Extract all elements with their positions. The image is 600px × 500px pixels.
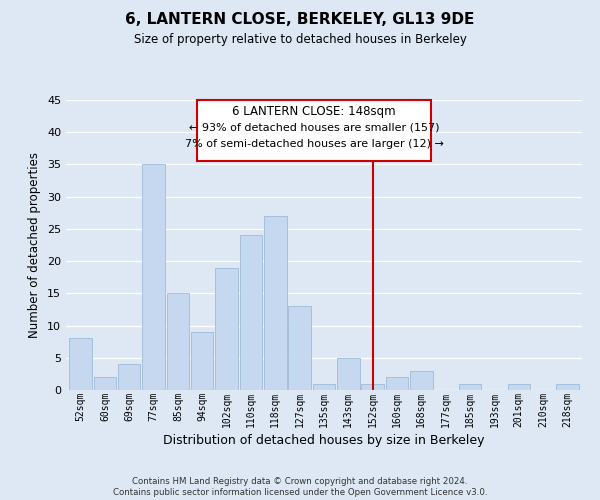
Bar (167, 294, 189, 390)
FancyBboxPatch shape (197, 100, 431, 161)
Bar (215, 268, 238, 390)
Y-axis label: Number of detached properties: Number of detached properties (28, 152, 41, 338)
Text: 6 LANTERN CLOSE: 148sqm: 6 LANTERN CLOSE: 148sqm (232, 105, 396, 118)
Text: Size of property relative to detached houses in Berkeley: Size of property relative to detached ho… (134, 32, 466, 46)
Text: 7% of semi-detached houses are larger (12) →: 7% of semi-detached houses are larger (1… (185, 139, 444, 149)
Text: Contains HM Land Registry data © Crown copyright and database right 2024.: Contains HM Land Registry data © Crown c… (132, 476, 468, 486)
X-axis label: Distribution of detached houses by size in Berkeley: Distribution of detached houses by size … (163, 434, 485, 446)
Bar (386, 377, 408, 390)
Bar (118, 364, 140, 390)
Bar (191, 332, 214, 390)
Text: 6, LANTERN CLOSE, BERKELEY, GL13 9DE: 6, LANTERN CLOSE, BERKELEY, GL13 9DE (125, 12, 475, 28)
Bar (289, 306, 311, 390)
Bar (264, 216, 287, 390)
Bar (94, 377, 116, 390)
Bar (313, 384, 335, 390)
Bar (70, 338, 92, 390)
Bar (459, 384, 481, 390)
Bar (361, 384, 384, 390)
Bar (556, 384, 578, 390)
Text: ← 93% of detached houses are smaller (157): ← 93% of detached houses are smaller (15… (189, 122, 440, 132)
Bar (240, 236, 262, 390)
Bar (410, 370, 433, 390)
Bar (142, 164, 165, 390)
Bar (508, 384, 530, 390)
Text: Contains public sector information licensed under the Open Government Licence v3: Contains public sector information licen… (113, 488, 487, 497)
Bar (337, 358, 359, 390)
